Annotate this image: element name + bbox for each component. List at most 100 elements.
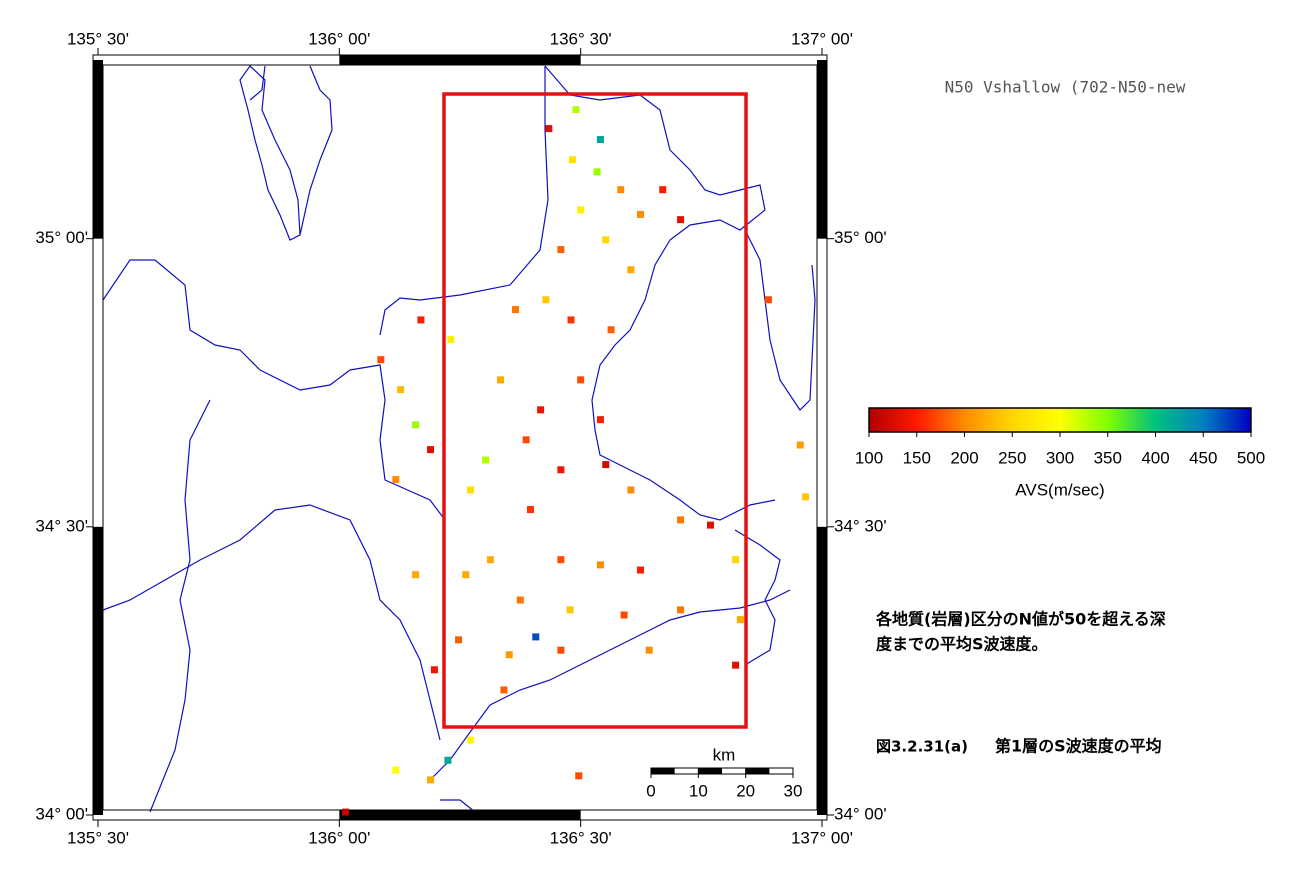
shima-coast	[734, 529, 781, 666]
station	[486, 556, 494, 564]
y-tick-label: 34° 30'	[35, 516, 88, 535]
coastlines	[102, 65, 816, 813]
station	[467, 736, 475, 744]
station	[764, 296, 772, 304]
station	[659, 186, 667, 194]
bay-inner	[379, 66, 549, 336]
station	[377, 356, 385, 364]
caption-text: 第1層のS波速度の平均	[995, 737, 1162, 756]
station	[575, 772, 583, 780]
station	[430, 666, 438, 674]
station	[802, 493, 810, 501]
station	[596, 136, 604, 144]
station	[732, 661, 740, 669]
station	[568, 156, 576, 164]
station	[627, 486, 635, 494]
colorbar-tick-label: 200	[950, 448, 978, 467]
frame-segment	[817, 60, 827, 239]
station	[392, 476, 400, 484]
station	[602, 461, 610, 469]
station	[645, 646, 653, 654]
station	[482, 456, 490, 464]
station	[637, 210, 645, 218]
station	[637, 566, 645, 574]
colorbar-tick-label: 100	[855, 448, 883, 467]
study-area-box	[442, 92, 748, 729]
colorbar-tick-label: 350	[1094, 448, 1122, 467]
station	[412, 421, 420, 429]
caption-number: 図3.2.31(a)	[876, 738, 968, 756]
x-tick-label: 135° 30'	[67, 29, 129, 48]
station	[545, 125, 553, 133]
frame-segment	[817, 526, 827, 815]
station	[557, 646, 565, 654]
scalebar-tick-label: 30	[784, 781, 803, 800]
station	[577, 376, 585, 384]
station	[567, 316, 575, 324]
x-tick-label: 136° 30'	[550, 828, 612, 847]
colorbar-tick-label: 500	[1237, 448, 1265, 467]
station	[557, 466, 565, 474]
station	[455, 636, 463, 644]
pref-border-b	[149, 399, 211, 813]
x-tick-label: 136° 00'	[308, 29, 370, 48]
colorbar-tick-label: 300	[1046, 448, 1074, 467]
station	[677, 606, 685, 614]
station	[566, 606, 574, 614]
x-tick-label: 135° 30'	[67, 828, 129, 847]
colorbar: 100 150 200 250 300 350 400 450 500	[855, 407, 1265, 467]
scalebar-segment	[745, 768, 770, 774]
station	[557, 556, 565, 564]
station	[542, 296, 550, 304]
pref-border-d	[249, 65, 266, 101]
station	[537, 406, 545, 414]
station	[522, 436, 530, 444]
station	[593, 168, 601, 176]
station	[596, 416, 604, 424]
station	[796, 441, 804, 449]
station	[577, 206, 585, 214]
colorbar-tick-label: 450	[1189, 448, 1217, 467]
station	[607, 326, 615, 334]
station	[557, 246, 565, 254]
axis-ticks: 135° 30' 135° 30' 136° 00' 136° 00' 136° 30'…	[35, 29, 886, 847]
y-tick-label: 35° 00'	[834, 228, 887, 247]
border	[299, 65, 333, 236]
lake-biwa	[239, 65, 301, 241]
station	[505, 651, 513, 659]
y-tick-label: 34° 00'	[35, 804, 88, 823]
station	[447, 336, 455, 344]
station	[462, 571, 470, 579]
y-tick-label: 34° 00'	[834, 804, 887, 823]
station	[397, 386, 405, 394]
station	[572, 106, 580, 114]
scalebar-unit: km	[713, 745, 736, 764]
frame-segment	[339, 55, 581, 65]
map-frame	[92, 54, 828, 821]
colorbar-tick-label: 150	[903, 448, 931, 467]
colorbar-bar	[868, 407, 1252, 433]
frame-segment	[339, 810, 581, 820]
station	[627, 266, 635, 274]
station	[532, 633, 540, 641]
station	[732, 556, 740, 564]
x-tick-label: 136° 00'	[308, 828, 370, 847]
colorbar-label: AVS(m/sec)	[1015, 480, 1104, 499]
scalebar-tick-label: 10	[689, 781, 708, 800]
station	[707, 521, 715, 529]
y-tick-label: 34° 30'	[834, 516, 887, 535]
note-line: 度までの平均S波速度。	[876, 635, 1048, 654]
station	[467, 486, 475, 494]
station	[427, 776, 435, 784]
station	[677, 216, 685, 224]
scalebar-tick-label: 20	[736, 781, 755, 800]
station	[617, 186, 625, 194]
station	[412, 571, 420, 579]
station	[417, 316, 425, 324]
station	[392, 766, 400, 774]
scalebar-segment	[651, 768, 675, 774]
scalebar: 0 10 20 30 km	[646, 745, 802, 800]
note-line: 各地質(岩層)区分のN値が50を超える深	[875, 610, 1166, 629]
